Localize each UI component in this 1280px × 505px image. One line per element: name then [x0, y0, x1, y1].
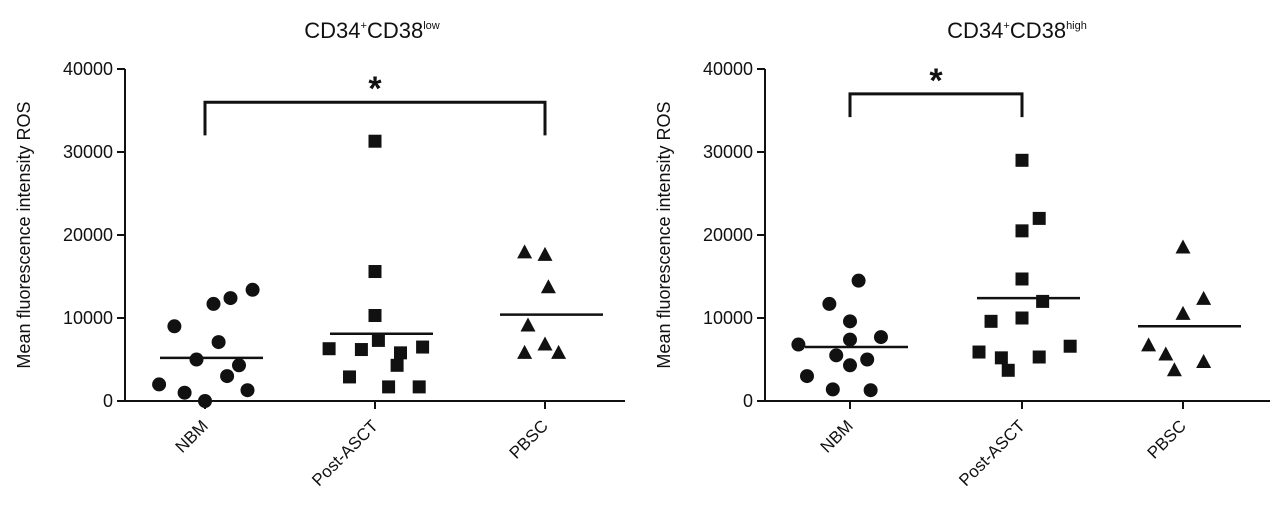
significance-label: *: [368, 70, 382, 108]
data-point-square: [368, 265, 382, 279]
data-point-triangle: [537, 336, 553, 351]
data-point-circle: [843, 314, 857, 329]
data-point-triangle: [517, 344, 533, 359]
data-point-square: [1015, 153, 1029, 167]
x-tick-label: PBSC: [1144, 416, 1190, 462]
data-point-square: [354, 343, 368, 357]
data-point-circle: [791, 337, 806, 352]
title-sup-level: high: [1066, 20, 1087, 32]
x-tick-label: Post-ASCT: [955, 416, 1029, 490]
data-point-circle: [232, 358, 246, 373]
data-point-triangle: [540, 279, 556, 294]
data-point-circle: [825, 382, 840, 397]
data-point-triangle: [1158, 346, 1174, 361]
data-point-square: [343, 370, 356, 384]
data-point-square: [322, 342, 336, 356]
data-point-triangle: [551, 344, 567, 359]
significance-label: *: [929, 62, 943, 100]
data-point-square: [394, 346, 407, 360]
data-point-circle: [177, 385, 192, 400]
panel-cd38-low: CD34+CD38low Mean fluorescence intensity …: [14, 18, 625, 490]
data-point-circle: [223, 291, 238, 306]
data-point-triangle: [1196, 290, 1212, 305]
x-tick-label: NBM: [172, 416, 212, 456]
data-point-triangle: [517, 244, 533, 259]
data-point-square: [994, 351, 1008, 365]
significance-bracket: [203, 100, 547, 136]
panel-cd38-high: CD34+CD38high Mean fluorescence intensity…: [654, 18, 1270, 490]
data-point-triangle: [1175, 305, 1191, 320]
data-point-square: [390, 358, 404, 372]
data-point-square: [1032, 350, 1046, 364]
data-point-circle: [167, 319, 182, 334]
y-axis-label: Mean fluorescence intensity ROS: [14, 101, 34, 368]
y-axis-label: Mean fluorescence intensity ROS: [654, 101, 674, 368]
title-main: CD34: [304, 18, 360, 43]
data-point-circle: [211, 335, 226, 350]
title-sup-level: low: [423, 20, 440, 32]
data-point-circle: [863, 383, 878, 398]
data-point-circle: [220, 369, 235, 384]
title-mid: CD38: [1010, 18, 1066, 43]
x-tick-label: Post-ASCT: [308, 416, 382, 490]
data-point-square: [1015, 272, 1029, 286]
data-point-triangle: [537, 246, 553, 261]
data-point-circle: [829, 348, 844, 363]
data-point-square: [972, 345, 986, 359]
data-point-circle: [800, 369, 814, 384]
data-point-triangle: [1175, 239, 1191, 254]
data-point-square: [368, 309, 382, 323]
data-point-circle: [843, 332, 857, 347]
data-point-square: [1015, 311, 1029, 325]
data-point-square: [416, 340, 430, 354]
chart-title: CD34+CD38low: [304, 18, 439, 43]
x-tick-label: NBM: [817, 416, 857, 456]
data-point-circle: [843, 358, 857, 373]
data-point-square: [371, 333, 385, 347]
data-point-triangle: [1166, 362, 1182, 377]
significance-bracket: [848, 92, 1024, 118]
data-point-square: [1015, 224, 1029, 238]
x-tick-label: PBSC: [506, 416, 552, 462]
y-tick-label: 40000: [703, 59, 753, 79]
data-point-circle: [822, 296, 837, 311]
y-tick-label: 20000: [63, 225, 113, 245]
data-point-circle: [152, 377, 167, 392]
data-point-square: [412, 380, 426, 394]
title-mid: CD38: [367, 18, 423, 43]
data-point-triangle: [520, 317, 536, 332]
data-point-square: [1032, 211, 1046, 225]
data-point-triangle: [1141, 337, 1157, 352]
data-point-square: [382, 380, 396, 394]
title-sup-plus: +: [361, 20, 367, 32]
y-tick-label: 30000: [703, 142, 753, 162]
data-point-circle: [240, 383, 255, 398]
y-tick-label: 0: [103, 391, 113, 411]
data-point-triangle: [1196, 353, 1212, 368]
data-point-square: [1001, 363, 1015, 377]
y-tick-label: 40000: [63, 59, 113, 79]
y-tick-label: 0: [743, 391, 753, 411]
title-main: CD34: [947, 18, 1003, 43]
y-tick-label: 20000: [703, 225, 753, 245]
y-tick-label: 10000: [703, 308, 753, 328]
data-point-circle: [245, 282, 260, 297]
data-point-circle: [851, 273, 866, 288]
y-tick-label: 10000: [63, 308, 113, 328]
y-tick-label: 30000: [63, 142, 113, 162]
data-point-circle: [198, 394, 212, 408]
data-point-circle: [206, 296, 221, 311]
data-point-circle: [873, 330, 888, 345]
data-point-square: [984, 314, 998, 328]
chart-title: CD34+CD38high: [947, 18, 1087, 43]
data-point-square: [368, 134, 382, 148]
title-sup-plus: +: [1003, 20, 1009, 32]
data-point-circle: [860, 352, 875, 367]
data-point-square: [1063, 339, 1077, 353]
data-point-circle: [189, 352, 204, 367]
